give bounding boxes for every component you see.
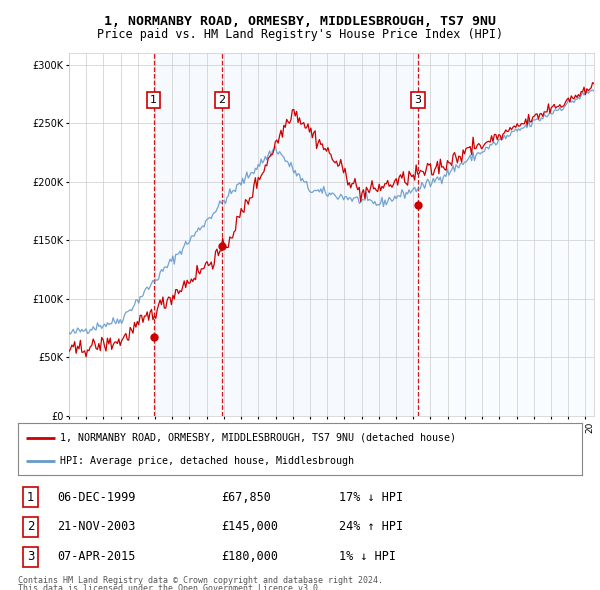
Bar [222,53,418,416]
Text: 1, NORMANBY ROAD, ORMESBY, MIDDLESBROUGH, TS7 9NU: 1, NORMANBY ROAD, ORMESBY, MIDDLESBROUGH… [104,15,496,28]
Text: £180,000: £180,000 [221,550,278,563]
Text: Price paid vs. HM Land Registry's House Price Index (HPI): Price paid vs. HM Land Registry's House … [97,28,503,41]
Text: HPI: Average price, detached house, Middlesbrough: HPI: Average price, detached house, Midd… [60,457,354,467]
Text: £145,000: £145,000 [221,520,278,533]
Text: 2: 2 [26,520,34,533]
Text: £67,850: £67,850 [221,490,271,503]
Text: 17% ↓ HPI: 17% ↓ HPI [340,490,404,503]
Text: 3: 3 [415,95,421,105]
Text: 06-DEC-1999: 06-DEC-1999 [58,490,136,503]
Text: 1% ↓ HPI: 1% ↓ HPI [340,550,397,563]
Text: This data is licensed under the Open Government Licence v3.0.: This data is licensed under the Open Gov… [18,584,323,590]
Text: 3: 3 [27,550,34,563]
Text: 07-APR-2015: 07-APR-2015 [58,550,136,563]
Bar [154,53,222,416]
Text: 2: 2 [218,95,226,105]
Text: Contains HM Land Registry data © Crown copyright and database right 2024.: Contains HM Land Registry data © Crown c… [18,576,383,585]
Text: 24% ↑ HPI: 24% ↑ HPI [340,520,404,533]
Text: 1, NORMANBY ROAD, ORMESBY, MIDDLESBROUGH, TS7 9NU (detached house): 1, NORMANBY ROAD, ORMESBY, MIDDLESBROUGH… [60,432,457,442]
Text: 21-NOV-2003: 21-NOV-2003 [58,520,136,533]
Text: 1: 1 [26,490,34,503]
Text: 1: 1 [150,95,157,105]
Bar [418,53,594,416]
